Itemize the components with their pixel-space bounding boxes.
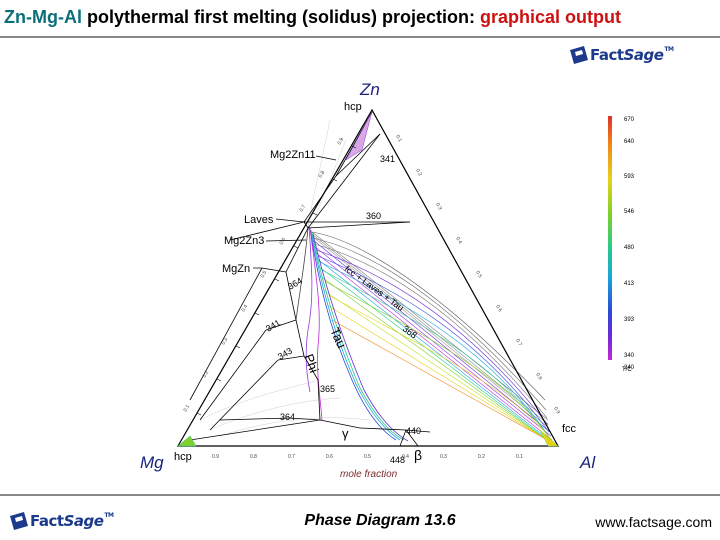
edge-ticks <box>196 145 357 416</box>
legend-label: 413 <box>624 281 635 287</box>
corner-al: Al <box>579 453 596 472</box>
bottom-tick: 0.1 <box>516 454 523 460</box>
left-tick: 0.8 <box>318 170 327 179</box>
right-tick: 0.4 <box>454 236 463 245</box>
left-tick: 0.6 <box>279 237 288 246</box>
title-highlight: graphical output <box>480 7 621 27</box>
factsage-logo-bottom: FactSageTM <box>8 510 114 532</box>
bottom-axis-ticks: 0.9 0.8 0.7 0.6 0.5 0.4 0.3 0.2 0.1 <box>212 454 523 460</box>
factsage-mark-icon <box>10 512 28 530</box>
label-fcc: fcc <box>562 423 577 435</box>
factsage-mark-icon <box>570 46 588 64</box>
left-tick: 0.5 <box>260 270 269 279</box>
label-gamma: γ <box>342 426 349 441</box>
right-axis-ticks: 0.1 0.2 0.3 0.4 0.5 0.6 0.7 0.8 0.9 <box>394 134 561 415</box>
fcc-al-region <box>539 429 559 447</box>
logo-sage-text: Sage <box>63 512 104 530</box>
slide-title: Zn-Mg-Al polythermal first melting (soli… <box>0 0 720 34</box>
legend-label: 640 <box>624 139 635 145</box>
invariant-temp: 448 <box>390 455 405 465</box>
left-tick: 0.1 <box>183 404 192 413</box>
corner-mg: Mg <box>140 453 164 472</box>
right-tick: 0.2 <box>414 168 423 177</box>
right-tick: 0.9 <box>552 406 561 415</box>
left-tick: 0.4 <box>241 304 250 313</box>
invariant-temp: 341 <box>380 154 395 164</box>
legend-label: 240 <box>624 365 635 371</box>
bottom-tick: 0.6 <box>326 454 333 460</box>
legend-colorbar <box>608 116 612 360</box>
label-hcp-zn: hcp <box>344 101 362 113</box>
bottom-tick: 0.2 <box>478 454 485 460</box>
logo-tm: TM <box>104 512 114 519</box>
factsage-logo-top: FactSageTM <box>568 44 674 66</box>
right-tick: 0.8 <box>534 372 543 381</box>
ternary-triangle <box>176 108 560 447</box>
right-tick: 0.1 <box>394 134 403 143</box>
bottom-tick: 0.3 <box>440 454 447 460</box>
hcp-mg-region <box>177 435 197 447</box>
left-tick: 0.2 <box>202 370 211 379</box>
label-mg2zn3: Mg2Zn3 <box>224 235 264 247</box>
isotherm-fan <box>311 231 559 447</box>
invariant-temp: 365 <box>320 384 335 394</box>
logo-fact-text: Fact <box>30 512 64 530</box>
logo-fact-text: Fact <box>590 46 624 64</box>
legend-label: 593 <box>624 174 635 180</box>
right-tick: 0.3 <box>434 202 443 211</box>
logo-sage-text: Sage <box>623 46 664 64</box>
phase-boundaries <box>189 111 431 447</box>
invariant-temp: 440 <box>406 426 421 436</box>
label-leaders <box>253 155 337 269</box>
right-tick: 0.7 <box>514 338 523 347</box>
label-mg2zn11: Mg2Zn11 <box>270 149 316 161</box>
left-tick: 0.9 <box>337 137 346 146</box>
bottom-tick: 0.4 <box>402 454 409 460</box>
corner-zn: Zn <box>359 80 380 99</box>
bottom-tick: 0.5 <box>364 454 371 460</box>
top-divider <box>0 36 720 38</box>
legend-unit: T/C <box>622 367 632 373</box>
legend-label: 393 <box>624 317 635 323</box>
legend-label: 340 <box>624 353 635 359</box>
label-beta: β <box>414 447 422 463</box>
invariant-temp: 364 <box>280 412 295 422</box>
label-mgzn: MgZn <box>222 263 250 275</box>
right-tick: 0.6 <box>494 304 503 313</box>
legend-label: 670 <box>624 117 635 123</box>
right-tick: 0.5 <box>474 270 483 279</box>
tau-phi-band <box>295 225 409 442</box>
invariant-temp: 360 <box>366 211 381 221</box>
hcp-zn-region <box>345 111 373 161</box>
legend-label: 480 <box>624 245 635 251</box>
bottom-tick: 0.9 <box>212 454 219 460</box>
footer-caption: Phase Diagram 13.6 <box>304 512 456 529</box>
bottom-tick: 0.7 <box>288 454 295 460</box>
temperature-legend: 670 640 593 546 480 413 393 340 240 T/C <box>608 116 635 373</box>
left-tick: 0.7 <box>299 204 308 213</box>
title-system: Zn-Mg-Al <box>4 7 82 27</box>
label-phi: Phi <box>301 352 322 375</box>
axis-title-mole-fraction: mole fraction <box>340 469 398 480</box>
bottom-divider <box>0 494 720 496</box>
bottom-tick: 0.8 <box>250 454 257 460</box>
left-axis-ticks: 0.1 0.2 0.3 0.4 0.5 0.6 0.7 0.8 0.9 <box>183 137 346 413</box>
legend-label: 546 <box>624 209 635 215</box>
footer-url[interactable]: www.factsage.com <box>595 514 712 530</box>
left-tick: 0.3 <box>221 337 230 346</box>
label-hcp-mg: hcp <box>174 451 192 463</box>
label-laves: Laves <box>244 214 274 226</box>
logo-tm: TM <box>664 46 674 53</box>
title-description: polythermal first melting (solidus) proj… <box>81 7 480 27</box>
